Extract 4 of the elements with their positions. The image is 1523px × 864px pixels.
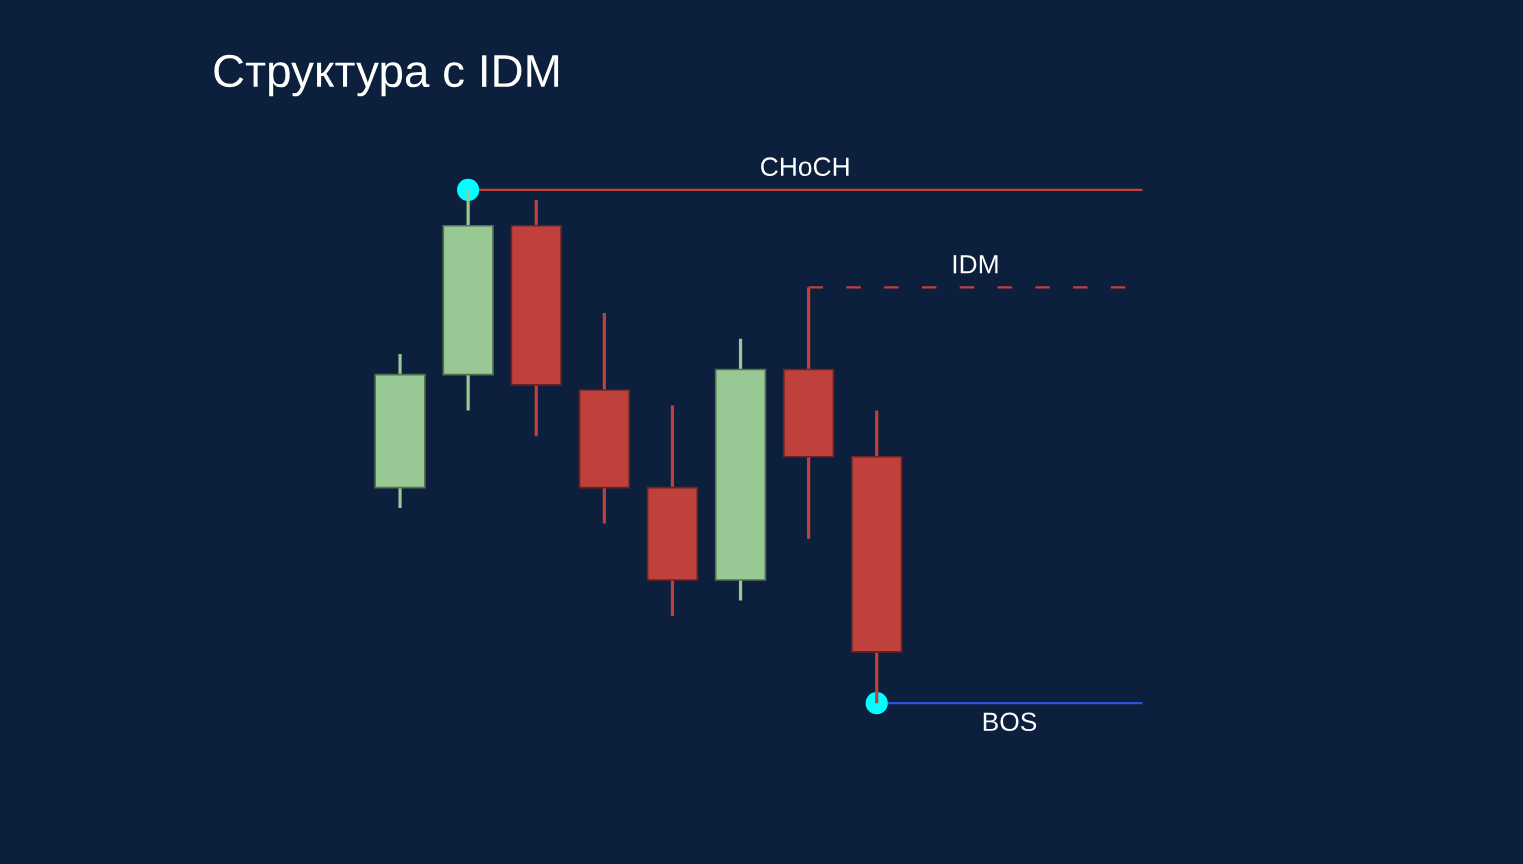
chart-title: Структура с IDM <box>214 54 559 97</box>
ref-line-label: IDM <box>953 255 998 274</box>
ref-line-label: BOS <box>983 712 1037 732</box>
ref-line-label: CHoCH <box>761 157 849 177</box>
